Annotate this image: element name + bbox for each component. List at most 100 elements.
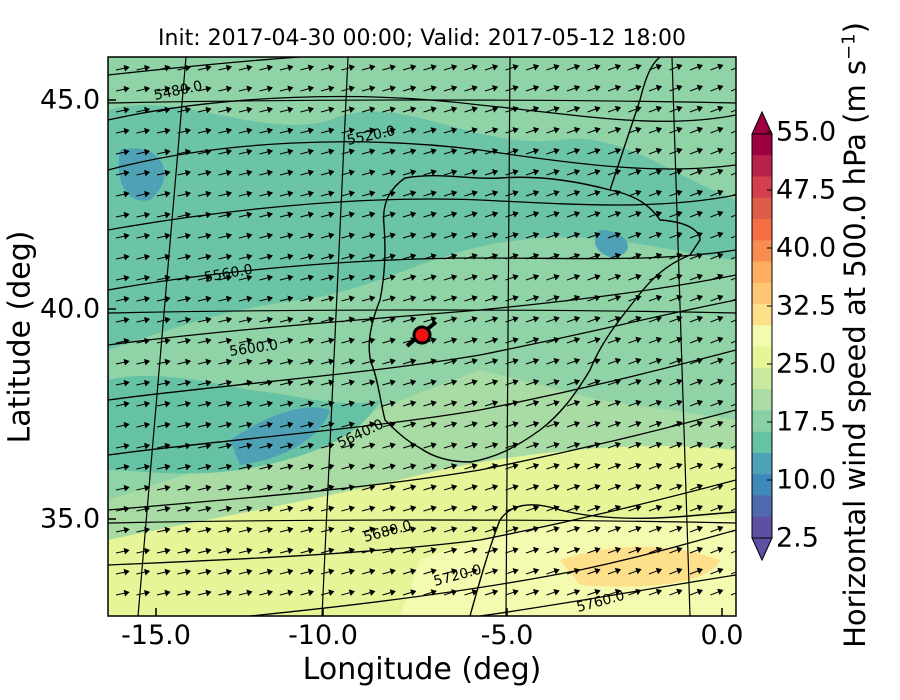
wind-arrow — [423, 87, 433, 92]
wind-arrow — [238, 151, 248, 155]
wind-arrowhead — [655, 336, 663, 344]
wind-arrowhead — [655, 294, 663, 302]
wind-arrow — [484, 171, 494, 176]
wind-arrowhead — [348, 526, 355, 533]
wind-arrowhead — [512, 589, 519, 596]
wind-arrow — [505, 360, 515, 365]
wind-arrowhead — [635, 336, 642, 344]
wind-arrowhead — [553, 547, 560, 554]
wind-arrowhead — [205, 274, 212, 282]
wind-arrowhead — [185, 379, 192, 387]
wind-arrow — [259, 256, 269, 260]
wind-arrow — [197, 487, 207, 491]
wind-arrowhead — [573, 378, 581, 386]
wind-arrowhead — [307, 463, 314, 471]
wind-arrow — [238, 592, 248, 596]
wind-arrow — [320, 508, 330, 512]
wind-arrow — [423, 465, 433, 470]
wind-arrowhead — [185, 169, 192, 177]
wind-arrowhead — [573, 315, 581, 323]
wind-arrowhead — [553, 295, 560, 302]
wind-arrowhead — [410, 442, 417, 449]
wind-arrowhead — [614, 357, 622, 365]
wind-arrow — [361, 319, 371, 323]
wind-arrow — [238, 445, 248, 449]
wind-arrowhead — [369, 295, 376, 302]
wind-arrowhead — [696, 336, 703, 344]
wind-arrow — [505, 87, 515, 92]
wind-arrowhead — [676, 441, 683, 449]
wind-arrowhead — [205, 484, 212, 492]
wind-arrow — [525, 255, 535, 260]
wind-arrow — [382, 549, 392, 554]
wind-arrowhead — [144, 505, 151, 513]
wind-arrow — [279, 256, 289, 260]
wind-arrow — [464, 66, 474, 71]
wind-arrow — [546, 192, 556, 197]
wind-arrow — [505, 129, 515, 134]
wind-arrowhead — [492, 106, 499, 113]
wind-arrow — [382, 297, 392, 302]
y-axis-label: Latitude (deg) — [2, 230, 38, 444]
wind-arrow — [279, 550, 289, 554]
wind-arrow — [115, 193, 125, 197]
wind-arrow — [546, 276, 556, 281]
wind-arrowhead — [676, 273, 683, 281]
wind-arrow — [197, 550, 207, 554]
wind-arrowhead — [328, 316, 335, 324]
wind-arrow — [197, 445, 207, 449]
wind-arrowhead — [717, 168, 724, 176]
wind-arrow — [423, 486, 433, 491]
wind-arrow — [177, 319, 187, 323]
colorbar-tick-label: 55.0 — [776, 116, 837, 148]
wind-arrowhead — [410, 484, 417, 491]
wind-arrow — [136, 571, 146, 575]
wind-arrowhead — [717, 84, 724, 92]
wind-arrowhead — [307, 106, 314, 114]
wind-arrowhead — [655, 231, 663, 239]
wind-arrow — [259, 340, 269, 344]
wind-arrowhead — [738, 295, 743, 300]
wind-arrowhead — [655, 567, 663, 575]
wind-arrowhead — [307, 379, 314, 387]
plot-frame — [107, 56, 737, 617]
wind-arrowhead — [655, 273, 663, 281]
wind-arrowhead — [553, 274, 560, 281]
wind-arrow — [341, 592, 351, 596]
wind-arrow — [689, 150, 699, 155]
wind-arrowhead — [328, 379, 335, 387]
wind-arrowhead — [717, 588, 724, 596]
wind-arrow — [238, 550, 248, 554]
wind-arrow — [115, 109, 125, 113]
wind-arrow — [505, 591, 515, 596]
wind-arrow — [382, 171, 392, 176]
wind-arrowhead — [205, 442, 212, 450]
wind-arrow — [484, 192, 494, 197]
wind-arrowhead — [532, 85, 540, 92]
wind-arrow — [382, 276, 392, 281]
wind-arrow — [341, 151, 351, 155]
wind-arrow — [361, 88, 371, 92]
wind-arrowhead — [307, 148, 314, 156]
wind-arrow — [669, 381, 679, 386]
wind-arrow — [464, 465, 474, 470]
wind-arrow — [669, 402, 679, 407]
wind-arrow — [587, 591, 597, 596]
wind-arrowhead — [328, 421, 335, 429]
wind-arrowhead — [144, 526, 151, 534]
wind-arrowhead — [635, 357, 642, 365]
wind-arrowhead — [451, 169, 458, 176]
wind-arrowhead — [307, 358, 314, 366]
wind-arrow — [382, 318, 392, 323]
wind-arrowhead — [696, 567, 703, 575]
wind-arrow — [710, 318, 720, 323]
wind-arrow — [730, 151, 736, 155]
wind-arrowhead — [614, 567, 622, 575]
wind-arrowhead — [287, 526, 294, 534]
wind-arrowhead — [205, 400, 212, 408]
wind-arrowhead — [696, 252, 703, 260]
wind-arrowhead — [185, 274, 192, 282]
wind-arrowhead — [717, 483, 724, 491]
wind-arrow — [197, 67, 207, 71]
wind-arrow — [177, 256, 187, 260]
